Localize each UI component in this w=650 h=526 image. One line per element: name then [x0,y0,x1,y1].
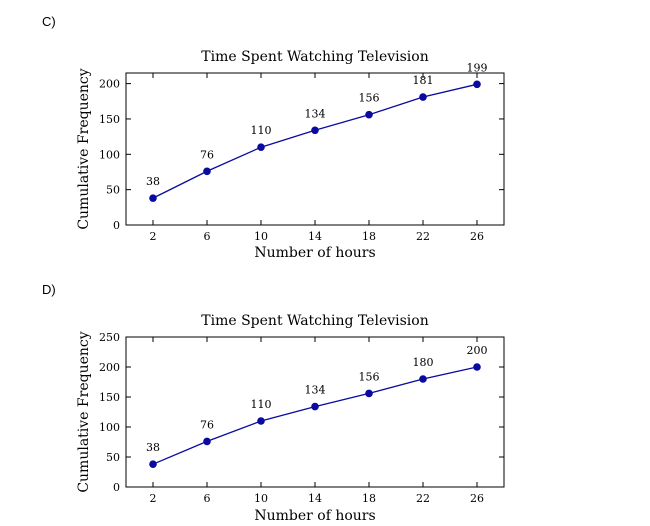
x-tick-label: 26 [470,492,484,505]
data-point [365,389,373,398]
y-tick-label: 50 [106,451,120,464]
data-label: 156 [359,370,380,383]
x-tick-label: 22 [416,230,430,243]
data-point [311,402,319,411]
data-label: 199 [467,61,488,74]
y-axis-label: Cumulative Frequency [76,68,92,229]
plot-frame [125,336,505,488]
data-label: 134 [305,384,326,397]
y-axis-label: Cumulative Frequency [76,331,92,492]
x-axis-label: Number of hours [254,245,375,261]
data-point [473,80,481,89]
data-label: 38 [146,175,160,188]
x-tick-label: 10 [254,492,268,505]
series-line [152,83,478,199]
x-tick-label: 26 [470,230,484,243]
data-point [203,437,211,446]
y-tick-label: 200 [99,78,120,91]
y-tick-label: 100 [99,148,120,161]
x-tick-label: 18 [362,230,376,243]
data-point [149,460,157,469]
y-tick-label: 200 [99,361,120,374]
x-tick-label: 18 [362,492,376,505]
option-c-label: C) [42,14,56,29]
data-point [257,417,265,425]
y-tick-label: 0 [113,219,120,232]
data-label: 76 [200,148,214,161]
x-tick-label: 10 [254,230,268,243]
data-point [203,167,211,176]
x-tick-label: 14 [308,492,322,505]
y-tick-label: 100 [99,421,120,434]
data-point [149,194,157,202]
y-tick-label: 50 [106,184,120,197]
data-label: 38 [146,441,160,454]
data-label: 181 [413,74,434,87]
series-line [152,366,478,465]
y-tick-label: 150 [99,113,120,126]
chart-title: Time Spent Watching Television [201,313,428,329]
data-point [419,375,427,383]
data-label: 200 [467,344,488,357]
x-tick-label: 14 [308,230,322,243]
data-label: 76 [200,418,214,431]
data-point [473,363,481,371]
x-tick-label: 6 [204,230,211,243]
x-tick-label: 2 [150,230,157,243]
y-tick-label: 150 [99,391,120,404]
data-label: 134 [305,107,326,120]
x-tick-label: 2 [150,492,157,505]
data-label: 156 [359,92,380,105]
data-label: 180 [413,356,434,369]
y-tick-label: 0 [113,481,120,494]
y-tick-label: 250 [99,331,120,344]
x-tick-label: 6 [204,492,211,505]
data-point [365,110,373,119]
option-d-label: D) [42,282,56,297]
plot-frame [125,72,505,226]
data-point [419,93,427,101]
data-label: 110 [251,124,272,137]
data-point [257,143,265,152]
x-axis-label: Number of hours [254,508,375,524]
data-point [311,126,319,135]
x-tick-label: 22 [416,492,430,505]
data-label: 110 [251,398,272,411]
chart-title: Time Spent Watching Television [201,49,428,65]
